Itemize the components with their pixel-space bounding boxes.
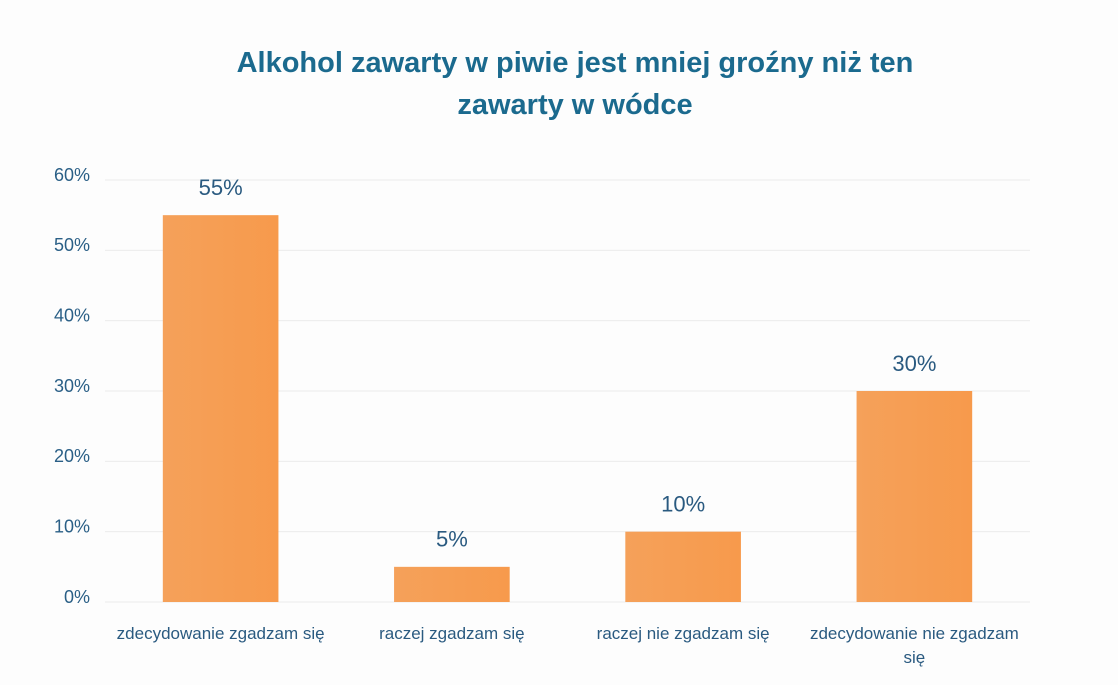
x-tick-label: zdecydowanie zgadzam się bbox=[116, 624, 325, 643]
y-tick-label: 40% bbox=[54, 305, 90, 325]
y-tick-label: 20% bbox=[54, 446, 90, 466]
x-tick-label: raczej zgadzam się bbox=[379, 624, 525, 643]
value-label: 55% bbox=[199, 175, 243, 200]
value-label: 10% bbox=[661, 491, 705, 516]
x-tick-label: raczej nie zgadzam się bbox=[596, 624, 770, 643]
bar bbox=[394, 566, 510, 602]
y-tick-label: 30% bbox=[54, 376, 90, 396]
x-tick-label: zdecydowanie nie zgadzam się bbox=[809, 624, 1019, 667]
y-tick-label: 10% bbox=[54, 516, 90, 536]
value-label: 5% bbox=[436, 527, 468, 552]
bar bbox=[162, 215, 279, 602]
value-label: 30% bbox=[892, 351, 936, 376]
bar bbox=[625, 531, 741, 602]
y-tick-label: 60% bbox=[54, 165, 90, 185]
y-tick-label: 0% bbox=[64, 587, 90, 607]
chart-title: Alkohol zawarty w piwie jest mniej groźn… bbox=[236, 47, 914, 121]
bar bbox=[856, 391, 973, 602]
y-tick-label: 50% bbox=[54, 235, 90, 255]
